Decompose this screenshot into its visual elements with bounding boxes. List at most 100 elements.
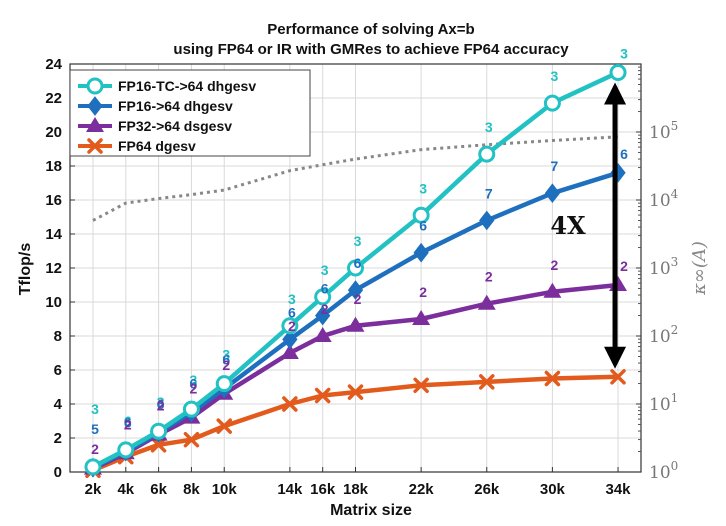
data-label: 6	[124, 415, 132, 431]
data-label: 3	[157, 394, 165, 410]
right-tick-label: 104	[649, 187, 679, 211]
data-label: 2	[222, 357, 230, 373]
marker-diamond	[347, 280, 364, 300]
marker-x	[479, 374, 495, 390]
marker-x	[183, 431, 200, 448]
x-tick-label: 22k	[409, 481, 435, 498]
x-tick-label: 8k	[183, 481, 200, 498]
marker-x	[87, 138, 103, 154]
marker-diamond	[544, 183, 561, 204]
right-axis-label: κ∞(A)	[689, 241, 710, 296]
marker-diamond	[315, 305, 331, 326]
legend: FP16-TC->64 dhgesv FP16->64 dhgesv FP32->6…	[69, 69, 311, 157]
data-label: 6	[321, 281, 329, 297]
data-label: 2	[157, 398, 165, 414]
y-axis-label: Tflop/s	[17, 243, 34, 296]
x-tick-label: 30k	[540, 481, 566, 498]
y-tick-label: 20	[45, 124, 62, 141]
x-tick-label: 6k	[150, 481, 167, 498]
legend-label: FP64 dgesv	[118, 138, 196, 154]
marker-diamond	[282, 329, 298, 350]
x-tick-label: 16k	[310, 481, 336, 498]
marker-triangle	[280, 344, 299, 359]
legend-item: FP16->64 dhgesv	[78, 96, 233, 116]
y-tick-label: 24	[45, 56, 62, 73]
speedup-arrow-head-up	[604, 82, 627, 105]
x-axis-label: Matrix size	[330, 502, 412, 519]
data-label: 2	[91, 441, 99, 457]
marker-circle	[281, 317, 299, 335]
marker-diamond	[87, 96, 103, 116]
chart-title: Performance of solving Ax=b	[267, 21, 474, 38]
marker-x	[314, 387, 331, 404]
data-label: 2	[321, 301, 329, 317]
x-tick-label: 14k	[277, 481, 303, 498]
x-axis: 2k 4k 6k 8k 10k 14k 16k 18k 22k 26k 30k 34k	[85, 467, 632, 498]
data-label: 2	[419, 284, 427, 300]
x-tick-label: 10k	[212, 481, 238, 498]
marker-triangle	[412, 310, 431, 325]
y-tick-label: 18	[45, 158, 62, 175]
marker-circle	[86, 77, 104, 95]
series-line	[92, 374, 619, 473]
data-label: 6	[190, 376, 198, 392]
data-label: 6	[288, 304, 296, 320]
marker-triangle	[346, 316, 365, 332]
speedup-arrow-head-down	[604, 346, 627, 369]
marker-circle	[347, 259, 364, 277]
data-label: 3	[620, 46, 628, 62]
y-tick-label: 22	[45, 90, 62, 107]
marker-x	[216, 418, 232, 434]
legend-item: FP16-TC->64 dhgesv	[78, 77, 256, 95]
y-tick-label: 6	[54, 362, 62, 379]
data-label: 2	[288, 318, 296, 334]
speedup-label: 4X	[550, 211, 586, 240]
marker-diamond	[413, 242, 429, 263]
data-label: 3	[91, 401, 99, 417]
legend-label: FP32->64 dsgesv	[118, 118, 232, 134]
y-tick-label: 14	[45, 226, 62, 243]
marker-circle	[117, 441, 135, 459]
marker-triangle	[313, 327, 332, 342]
data-label: 7	[550, 158, 558, 174]
marker-x	[610, 369, 626, 385]
marker-x	[150, 437, 167, 453]
data-label: 3	[354, 233, 362, 249]
marker-triangle	[543, 282, 562, 298]
data-label: 3	[550, 68, 558, 84]
data-label: 2	[354, 291, 362, 307]
right-tick-label: 102	[649, 323, 678, 347]
data-label: 3	[321, 262, 329, 278]
marker-x	[544, 370, 561, 387]
y-tick-label: 8	[54, 328, 62, 345]
x-tick-label: 4k	[117, 481, 134, 498]
marker-circle	[84, 458, 102, 476]
y-tick-label: 16	[45, 192, 62, 209]
right-tick-label: 103	[649, 255, 678, 279]
data-label: 6	[620, 146, 628, 162]
legend-label: FP16->64 dhgesv	[118, 98, 233, 114]
data-label: 7	[485, 185, 493, 201]
marker-triangle	[86, 117, 104, 132]
right-tick-label: 100	[649, 459, 678, 483]
right-tick-label: 101	[649, 391, 678, 415]
x-tick-label: 34k	[606, 481, 632, 498]
series	[83, 64, 628, 479]
marker-x	[413, 377, 429, 394]
right-axis: 100 101 102 103 104 105	[636, 66, 679, 483]
marker-circle	[182, 400, 200, 418]
y-tick-label: 10	[45, 294, 62, 311]
data-label: 3	[485, 119, 493, 135]
data-label: 6	[354, 255, 362, 271]
y-tick-label: 4	[54, 396, 63, 413]
marker-circle	[150, 422, 168, 440]
data-label: 2	[124, 416, 132, 432]
data-label: 6	[124, 413, 132, 429]
marker-circle	[478, 145, 496, 163]
y-tick-label: 12	[45, 260, 62, 277]
data-label: 6	[157, 396, 165, 412]
data-label: 2	[485, 269, 493, 285]
x-tick-label: 18k	[343, 481, 369, 498]
